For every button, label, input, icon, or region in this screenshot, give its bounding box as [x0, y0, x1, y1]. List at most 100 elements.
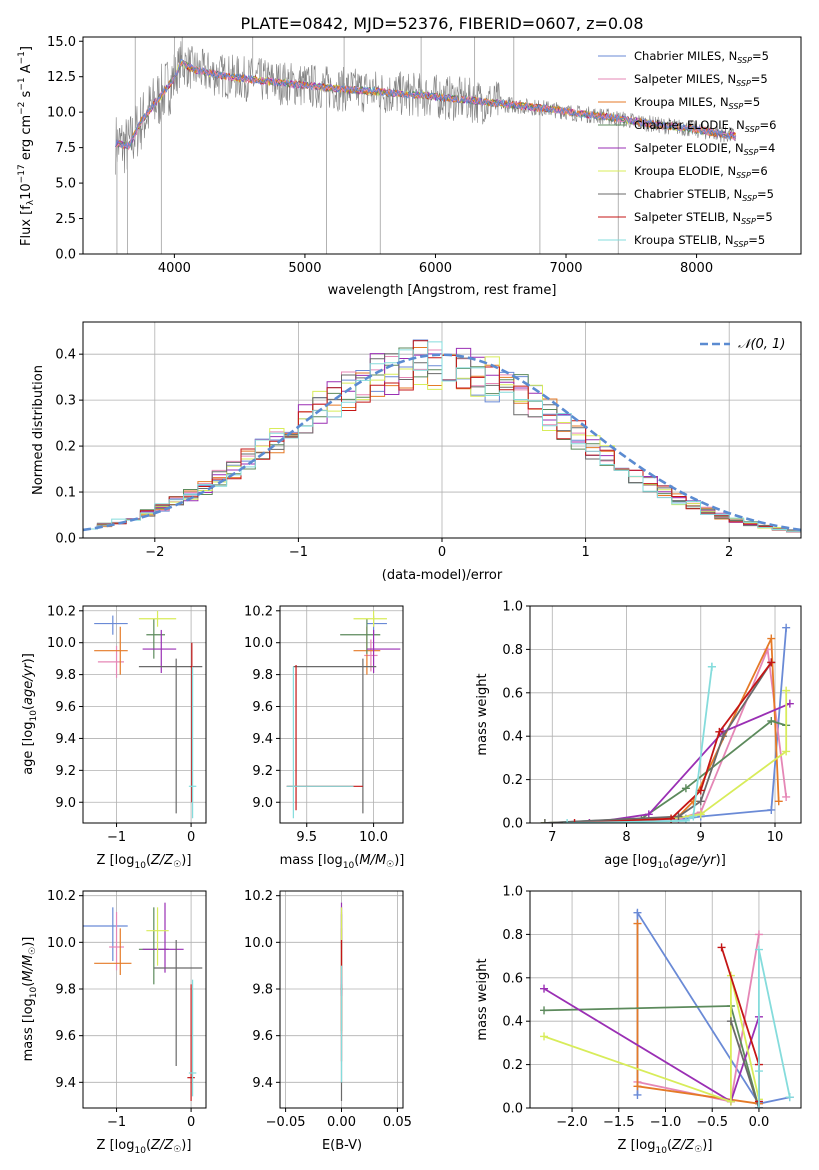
- y-tick-label: 9.4: [252, 1076, 273, 1091]
- y-axis-label: Flux [fλ10−17 erg cm−2 s−1 A−1]: [17, 46, 36, 246]
- axes-frame: [529, 605, 802, 824]
- mass-weight-marker: [782, 792, 791, 801]
- y-axis-label: mass weight: [475, 958, 490, 1040]
- x-tick-label: 7000: [549, 261, 582, 276]
- y-tick-label: 15.0: [47, 35, 76, 50]
- mass-weight-marker: [540, 819, 549, 823]
- y-tick-label: 9.4: [55, 732, 76, 747]
- legend-label: Salpeter ELODIE, NSSP=4: [634, 141, 775, 157]
- mass-weight-marker: [707, 662, 716, 671]
- mass-weight-marker: [767, 805, 776, 814]
- plot-area: [83, 339, 801, 538]
- x-tick-label: 0.00: [327, 1115, 356, 1130]
- mass-weight-marker: [540, 984, 549, 993]
- mass-weight-marker: [563, 819, 572, 823]
- x-tick-label: 0.05: [383, 1115, 412, 1130]
- axes-frame: [82, 605, 207, 824]
- y-tick-label: 9.8: [252, 668, 273, 683]
- mass-weight-marker: [681, 816, 690, 823]
- y-tick-label: 10.0: [47, 636, 76, 651]
- y-tick-label: 9.0: [252, 796, 273, 811]
- observed-spectrum: [115, 41, 736, 175]
- y-tick-label: 10.2: [244, 889, 273, 904]
- mass-weight-marker: [785, 1093, 794, 1102]
- x-tick-label: 7: [548, 830, 556, 845]
- mass-vs-metallicity-panel: −1 0 9.4 9.6 9.8 10.0 10.2 Z [log10(Z/Z☉)] mass …: [21, 889, 207, 1156]
- y-tick-label: 9.2: [252, 764, 273, 779]
- mass-weight-marker: [774, 797, 783, 806]
- x-tick-label: −1: [107, 830, 126, 845]
- y-tick-label: 5.0: [55, 177, 76, 192]
- mass-weight-line: [730, 1020, 760, 1108]
- mass-weight-marker: [696, 810, 705, 819]
- y-tick-label: 0.6: [502, 971, 523, 986]
- y-tick-label: 9.6: [55, 700, 76, 715]
- y-tick-label: 0.2: [55, 440, 76, 455]
- y-tick-label: 12.5: [47, 70, 76, 85]
- x-tick-label: −1: [107, 1115, 126, 1130]
- x-tick-label: −1.0: [650, 1115, 682, 1130]
- x-tick-label: 0: [187, 1115, 195, 1130]
- y-tick-label: 9.4: [252, 732, 273, 747]
- x-tick-label: −2.0: [556, 1115, 588, 1130]
- y-tick-label: 10.0: [244, 636, 273, 651]
- model-spectrum-line: [115, 58, 736, 150]
- x-tick-label: −0.05: [266, 1115, 306, 1130]
- x-tick-label: 9.5: [296, 830, 317, 845]
- y-tick-label: 9.0: [55, 796, 76, 811]
- legend-label: Kroupa ELODIE, NSSP=6: [634, 164, 768, 180]
- mass-weight-marker: [715, 727, 724, 736]
- y-tick-label: 0.4: [502, 730, 523, 745]
- mass-weight-marker: [540, 1032, 549, 1041]
- mass-weight-marker: [717, 943, 726, 952]
- y-tick-label: 10.0: [47, 106, 76, 121]
- x-axis-label: Z [log10(Z/Z☉)]: [618, 1138, 713, 1156]
- x-tick-label: 10: [767, 830, 784, 845]
- plot-area: [540, 623, 794, 823]
- mass-weight-line: [567, 666, 713, 823]
- normal-curve: [83, 353, 801, 532]
- residual-histogram: [83, 341, 801, 538]
- legend-label: Chabrier MILES, NSSP=5: [634, 49, 769, 65]
- mass-weight-vs-age-panel: 7 8 9 10 0.0 0.2 0.4 0.6 0.8 1.0 mass weight age [l…: [475, 600, 802, 871]
- legend: Chabrier MILES, NSSP=5 Salpeter MILES, NS…: [598, 49, 776, 249]
- y-tick-label: 7.5: [55, 141, 76, 156]
- y-tick-label: 0.0: [502, 1102, 523, 1117]
- y-tick-label: 9.6: [252, 1029, 273, 1044]
- y-tick-label: 1.0: [502, 885, 523, 900]
- mass-vs-ebv-panel: −0.05 0.00 0.05 9.4 9.6 9.8 10.0 10.2 E(B-V): [244, 889, 412, 1153]
- y-tick-label: 0.2: [502, 1058, 523, 1073]
- spectrum-panel: 4000 5000 6000 7000 8000 0.0 2.5 5.0 7.5 10.0 12.5…: [17, 35, 802, 298]
- legend-label: Kroupa STELIB, NSSP=5: [634, 233, 765, 249]
- mass-weight-line: [544, 627, 788, 823]
- mass-weight-marker: [681, 784, 690, 793]
- y-tick-label: 10.2: [47, 889, 76, 904]
- x-tick-label: −0.5: [696, 1115, 728, 1130]
- legend-label: Salpeter MILES, NSSP=5: [634, 72, 768, 88]
- mass-weight-marker: [696, 786, 705, 795]
- mass-weight-marker: [633, 1090, 642, 1099]
- plot-area: [540, 908, 794, 1108]
- mass-weight-marker: [633, 1082, 642, 1091]
- y-tick-label: 0.6: [502, 686, 523, 701]
- y-tick-label: 0.2: [502, 773, 523, 788]
- x-tick-label: −2: [145, 545, 164, 560]
- y-tick-label: 9.8: [252, 983, 273, 998]
- y-tick-label: 0.4: [55, 348, 76, 363]
- mass-weight-line: [758, 949, 791, 1108]
- x-tick-label: 8: [622, 830, 630, 845]
- axes-frame: [279, 605, 404, 824]
- x-tick-label: 9: [697, 830, 705, 845]
- y-tick-label: 9.6: [55, 1029, 76, 1044]
- plot-area: [286, 610, 401, 819]
- mass-weight-marker: [767, 634, 776, 643]
- mass-weight-marker: [719, 732, 728, 741]
- x-axis-label: Z [log10(Z/Z☉)]: [97, 853, 192, 871]
- plot-area: [115, 37, 737, 254]
- mass-weight-marker: [674, 812, 683, 821]
- mass-weight-marker: [644, 810, 653, 819]
- x-tick-label: 2: [725, 545, 733, 560]
- axes-frame: [82, 36, 802, 255]
- figure-title: PLATE=0842, MJD=52376, FIBERID=0607, z=0…: [240, 14, 643, 33]
- x-axis-label: (data-model)/error: [382, 568, 503, 583]
